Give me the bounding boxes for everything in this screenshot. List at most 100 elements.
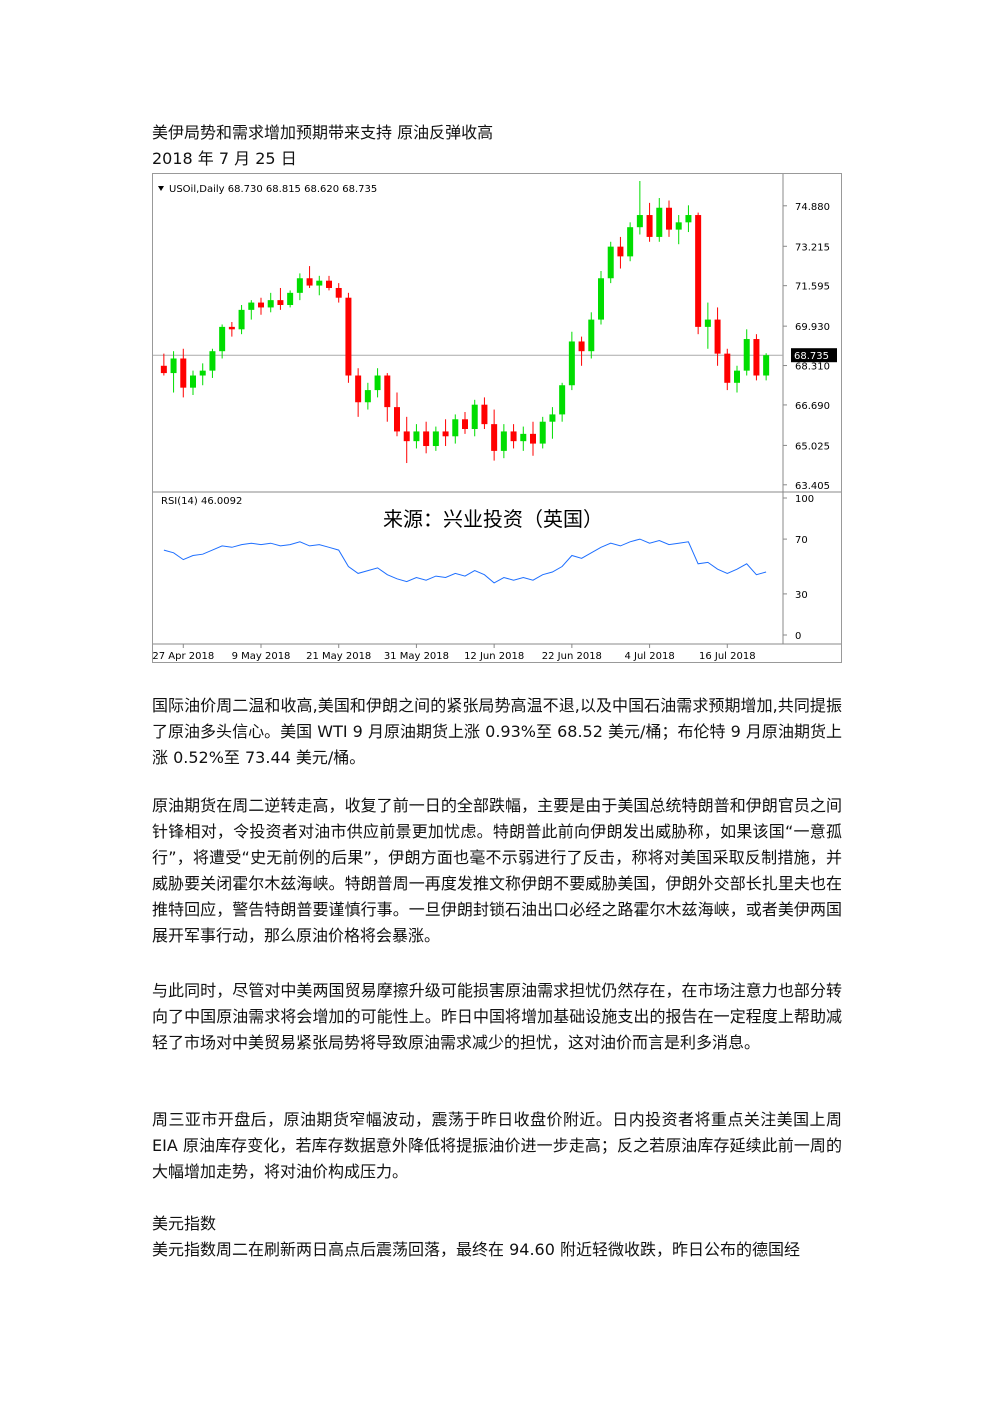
y-tick-label: 68.310: [795, 362, 830, 373]
x-tick-label: 21 May 2018: [306, 651, 371, 662]
paragraph: 美元指数周二在刷新两日高点后震荡回落，最终在 94.60 附近轻微收跌，昨日公布…: [152, 1240, 800, 1259]
candle-body: [219, 326, 226, 352]
candle-body: [384, 375, 391, 408]
candle-body: [432, 431, 439, 447]
candle-body: [530, 433, 536, 444]
y-tick-label: 71.595: [795, 282, 830, 293]
candle-body: [296, 278, 303, 293]
candle-body: [510, 431, 517, 442]
candle-body: [170, 358, 177, 374]
doc-title: 美伊局势和需求增加预期带来支持 原油反弹收高: [152, 123, 494, 142]
candle-body: [306, 278, 313, 286]
candle-body: [471, 404, 478, 429]
candle-body: [675, 222, 682, 230]
rsi-tick-label: 30: [795, 590, 808, 601]
candle-body: [607, 246, 614, 279]
y-tick-label: 73.215: [795, 242, 830, 253]
candle-body: [491, 424, 498, 451]
candle-body: [617, 246, 624, 257]
candle-body: [423, 431, 430, 447]
rsi-line: [163, 538, 767, 584]
candle-body: [403, 431, 410, 442]
candle-body: [452, 419, 459, 437]
candle-body: [199, 370, 206, 376]
candle-body: [228, 326, 235, 330]
paragraph: 与此同时，尽管对中美两国贸易摩擦升级可能损害原油需求担忧仍然存在，在市场注意力也…: [152, 981, 842, 1052]
x-tick-label: 4 Jul 2018: [624, 651, 674, 662]
candle-body: [627, 227, 634, 257]
section-heading: 美元指数: [152, 1214, 217, 1233]
candle-body: [345, 297, 352, 376]
candle-body: [355, 375, 362, 403]
paragraph: 原油期货在周二逆转走高，收复了前一日的全部跌幅，主要是由于美国总统特朗普和伊朗官…: [152, 796, 842, 945]
candle-body: [267, 300, 274, 308]
candle-body: [559, 385, 566, 415]
candle-body: [238, 309, 245, 330]
candle-body: [646, 215, 653, 237]
y-tick-label: 65.025: [795, 441, 830, 452]
candle-body: [714, 319, 721, 354]
last-price-label: 68.735: [794, 351, 829, 362]
candle-body: [568, 341, 575, 386]
rsi-label: RSI(14) 46.0092: [161, 496, 242, 507]
candle-body: [656, 207, 663, 237]
candle-body: [190, 375, 196, 388]
candle-body: [704, 319, 711, 327]
menu-arrow: [158, 186, 164, 191]
candle-body: [724, 353, 731, 383]
candle-body: [549, 414, 556, 422]
candle-body: [578, 341, 585, 352]
candle-body: [209, 351, 216, 371]
chart-frame: USOil,Daily 68.730 68.815 68.620 68.735 …: [152, 173, 842, 663]
chart: USOil,Daily 68.730 68.815 68.620 68.735 …: [152, 174, 841, 662]
chart-header: USOil,Daily 68.730 68.815 68.620 68.735: [169, 184, 377, 195]
x-tick-label: 27 Apr 2018: [153, 651, 214, 662]
candle-body: [364, 390, 371, 403]
rsi-tick-label: 100: [795, 494, 814, 505]
y-tick-label: 66.690: [795, 401, 830, 412]
candle-body: [685, 215, 692, 223]
x-tick-label: 16 Jul 2018: [699, 651, 756, 662]
candle-body: [442, 431, 449, 437]
candle-body: [539, 421, 546, 444]
y-tick-label: 74.880: [795, 202, 830, 213]
candle-body: [636, 215, 643, 228]
candle-body: [481, 404, 488, 425]
paragraph: 周三亚市开盘后，原油期货窄幅波动，震荡于昨日收盘价附近。日内投资者将重点关注美国…: [152, 1110, 842, 1181]
candle-body: [763, 355, 770, 376]
watermark: 来源：兴业投资（英国）: [383, 507, 603, 531]
paragraph: 国际油价周二温和收高,美国和伊朗之间的紧张局势高温不退,以及中国石油需求预期增加…: [152, 696, 842, 767]
rsi-tick-label: 0: [795, 631, 801, 642]
doc-date: 2018 年 7 月 25 日: [152, 149, 297, 168]
candle-body: [180, 358, 187, 388]
candle-body: [588, 319, 595, 352]
candle-body: [734, 370, 740, 383]
candle-body: [160, 365, 167, 374]
candle-body: [695, 215, 702, 327]
last-price-box: [791, 348, 837, 363]
candle-body: [462, 419, 468, 429]
candle-body: [743, 339, 750, 371]
x-tick-label: 31 May 2018: [384, 651, 449, 662]
candle-body: [394, 407, 400, 432]
candle-body: [666, 207, 672, 230]
candle-body: [335, 287, 342, 298]
candle-body: [316, 280, 323, 286]
candle-body: [520, 433, 527, 442]
candle-body: [287, 292, 294, 305]
y-tick-label: 69.930: [795, 322, 830, 333]
candle-body: [326, 280, 332, 288]
y-tick-label: 63.405: [795, 481, 830, 492]
x-tick-label: 22 Jun 2018: [542, 651, 602, 662]
candle-body: [500, 431, 507, 451]
rsi-tick-label: 70: [795, 535, 808, 546]
candle-body: [277, 300, 284, 305]
candle-body: [413, 431, 420, 442]
chart-bg: [153, 174, 841, 662]
candle-body: [258, 302, 264, 308]
candle-body: [248, 302, 255, 310]
x-tick-label: 12 Jun 2018: [464, 651, 524, 662]
x-tick-label: 9 May 2018: [232, 651, 291, 662]
candle-body: [374, 375, 381, 391]
